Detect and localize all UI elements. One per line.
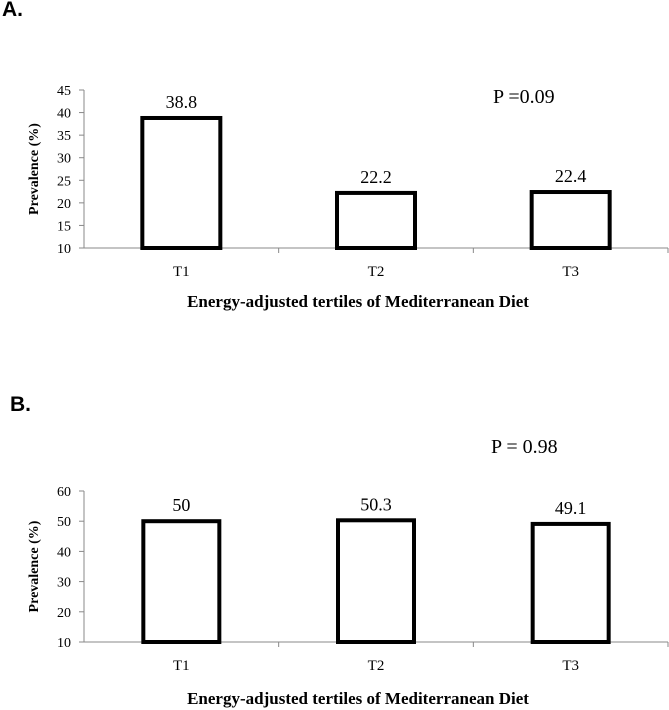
panel-a-y-tick-label: 45 [57,84,71,99]
panel-a-y-tick-label: 10 [57,242,71,257]
panel-b-p-value: P = 0.98 [491,436,558,458]
panel-b-y-tick-label: 30 [57,576,71,591]
panel-a-category-label-T1: T1 [173,264,190,280]
panel-a-y-tick-label: 15 [57,219,71,234]
panel-b-letter: B. [10,393,31,416]
panel-a-y-tick-label: 25 [57,174,71,189]
panel-a-letter: A. [2,0,23,21]
panel-b-y-tick-label: 50 [57,515,71,530]
panel-a-category-label-T2: T2 [368,264,385,280]
panel-b-y-tick-label: 20 [57,606,71,621]
panel-b-y-tick-label: 60 [57,485,71,500]
panel-a-value-label-T1: 38.8 [166,92,198,112]
panel-b-y-tick-label: 40 [57,545,71,560]
panel-a-category-label-T3: T3 [562,264,579,280]
panel-b-category-label-T3: T3 [562,658,579,674]
panel-a-bar-T3 [529,190,612,250]
panel-b-category-label-T2: T2 [368,658,385,674]
panel-a-value-label-T2: 22.2 [360,167,392,187]
panel-b-y-tick-label: 10 [57,636,71,651]
panel-b-x-axis-title: Energy-adjusted tertiles of Mediterranea… [187,689,529,708]
panel-a-y-tick-label: 20 [57,197,71,212]
panel-a-bar-T2 [335,190,417,251]
panel-a-y-axis-title: Prevalence (%) [27,123,42,215]
panel-b-bar-T3 [530,521,611,645]
panel-a-x-axis-title: Energy-adjusted tertiles of Mediterranea… [187,292,529,311]
panel-a-y-tick-label: 35 [57,129,71,144]
panel-a-y-tick-label: 40 [57,107,71,122]
panel-a-value-label-T3: 22.4 [555,166,587,186]
panel-a-p-value: P =0.09 [493,86,555,108]
panel-b-y-axis-title: Prevalence (%) [27,520,42,612]
panel-b-value-label-T3: 49.1 [555,498,587,518]
panel-b-bar-T2 [336,518,416,645]
panel-b-category-label-T1: T1 [173,658,190,674]
panel-a-bar-T1 [140,115,223,250]
panel-b-bar-T1 [141,519,222,645]
panel-b-value-label-T1: 50 [172,495,190,515]
panel-a-y-tick-label: 30 [57,152,71,167]
panel-b-value-label-T2: 50.3 [360,494,392,514]
